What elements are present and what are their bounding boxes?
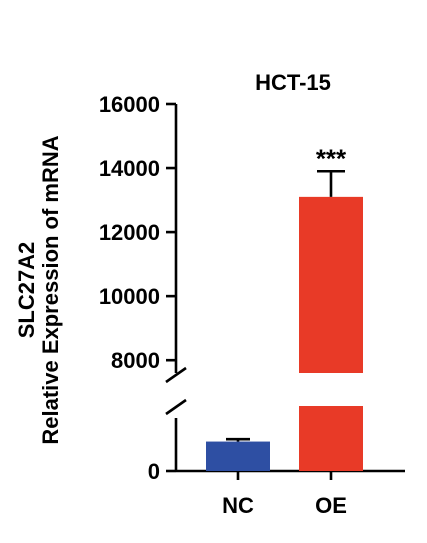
chart-title: HCT-15 xyxy=(255,70,331,95)
y-tick-label: 14000 xyxy=(99,156,160,181)
labels-group: 8000 10000 12000 14000 16000 0 NC OE *** xyxy=(99,92,347,518)
y-tick-label: 0 xyxy=(148,459,160,484)
bar-oe-upper xyxy=(299,196,363,373)
x-tick-label-nc: NC xyxy=(222,493,254,518)
bar-oe-lower xyxy=(299,406,363,471)
bars-group xyxy=(206,169,363,471)
y-tick-label: 12000 xyxy=(99,220,160,245)
significance-label-oe: *** xyxy=(316,143,347,173)
axis-break-mark-upper xyxy=(165,366,187,384)
y-tick-label: 10000 xyxy=(99,284,160,309)
axes xyxy=(165,102,405,480)
y-tick-label: 16000 xyxy=(99,92,160,117)
bar-nc xyxy=(206,441,270,471)
y-axis-label-line2: Relative Expression of mRNA xyxy=(38,135,63,444)
axis-break-mark-lower xyxy=(165,398,187,416)
x-tick-label-oe: OE xyxy=(315,493,347,518)
y-tick-label: 8000 xyxy=(111,348,160,373)
y-axis-label-line1: SLC27A2 xyxy=(14,242,39,339)
